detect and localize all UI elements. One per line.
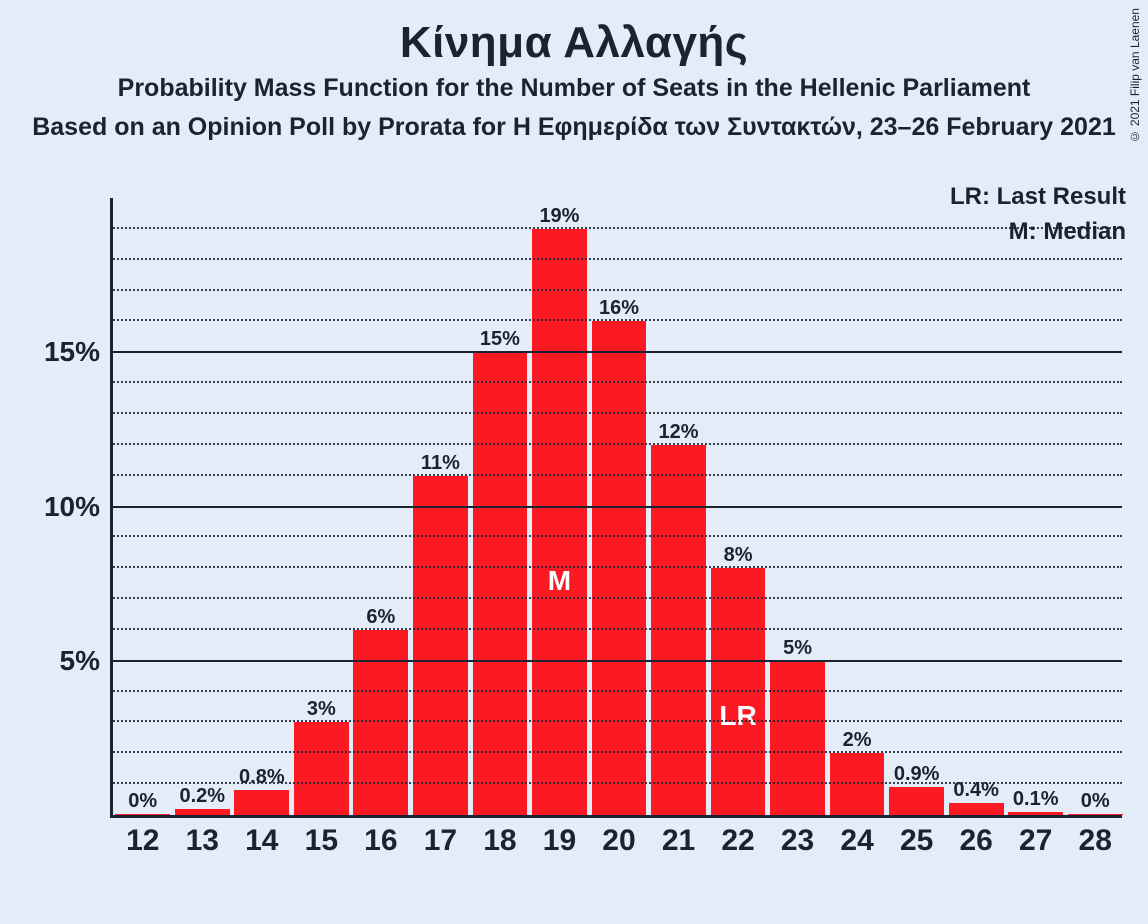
bar-label-19: 19% [532,205,587,228]
bar-label-17: 11% [413,452,468,475]
grid-minor-line [110,319,1122,321]
y-tick-label: 10% [0,491,100,523]
x-tick-label-20: 20 [589,824,649,858]
bar-17: 11% [413,476,468,815]
bar-label-23: 5% [770,637,825,660]
bar-label-15: 3% [294,698,349,721]
grid-minor-line [110,566,1122,568]
bar-26: 0.4% [949,803,1004,815]
chart-subtitle-2: Based on an Opinion Poll by Prorata for … [0,113,1148,142]
x-tick-label-13: 13 [173,824,233,858]
x-tick-label-25: 25 [887,824,947,858]
bar-12: 0% [115,814,170,815]
bar-16: 6% [353,630,408,815]
chart-title: Κίνημα Αλλαγής [0,18,1148,68]
x-tick-label-28: 28 [1065,824,1125,858]
bar-28: 0% [1068,814,1123,815]
bar-annotation-19: M [532,565,587,597]
grid-minor-line [110,690,1122,692]
grid-minor-line [110,258,1122,260]
grid-minor-line [110,443,1122,445]
bar-21: 12% [651,445,706,815]
grid-minor-line [110,782,1122,784]
bar-label-27: 0.1% [1008,788,1063,811]
grid-minor-line [110,412,1122,414]
bar-27: 0.1% [1008,812,1063,815]
grid-minor-line [110,628,1122,630]
x-tick-label-22: 22 [708,824,768,858]
grid-minor-line [110,535,1122,537]
grid-minor-line [110,227,1122,229]
copyright-text: © 2021 Filip van Laenen [1128,8,1142,143]
grid-minor-line [110,289,1122,291]
bar-label-24: 2% [830,729,885,752]
plot-region: 0%0.2%0.8%3%6%11%15%19%M16%12%8%LR5%2%0.… [110,198,1122,818]
bar-25: 0.9% [889,787,944,815]
x-tick-label-26: 26 [946,824,1006,858]
grid-minor-line [110,720,1122,722]
y-tick-label: 15% [0,336,100,368]
bar-label-28: 0% [1068,790,1123,813]
bar-24: 2% [830,753,885,815]
bar-label-12: 0% [115,790,170,813]
bar-label-16: 6% [353,606,408,629]
bar-label-14: 0.8% [234,766,289,789]
x-tick-label-24: 24 [827,824,887,858]
grid-minor-line [110,381,1122,383]
bar-14: 0.8% [234,790,289,815]
y-tick-label: 5% [0,645,100,677]
grid-major-line [110,351,1122,353]
bar-label-18: 15% [473,328,528,351]
bar-23: 5% [770,661,825,815]
bar-20: 16% [592,321,647,815]
chart-header: Κίνημα Αλλαγής Probability Mass Function… [0,0,1148,142]
x-tick-label-15: 15 [292,824,352,858]
bar-label-21: 12% [651,421,706,444]
bar-15: 3% [294,722,349,815]
x-axis-line [110,815,1122,818]
grid-minor-line [110,474,1122,476]
grid-major-line [110,660,1122,662]
grid-minor-line [110,597,1122,599]
bar-label-13: 0.2% [175,785,230,808]
x-tick-label-18: 18 [470,824,530,858]
bar-19: 19%M [532,229,587,815]
grid-minor-line [110,751,1122,753]
x-tick-label-17: 17 [411,824,471,858]
chart-subtitle-1: Probability Mass Function for the Number… [0,74,1148,103]
x-tick-label-19: 19 [530,824,590,858]
x-tick-label-14: 14 [232,824,292,858]
chart-area: LR: Last Result M: Median 0%0.2%0.8%3%6%… [0,180,1148,880]
x-tick-label-16: 16 [351,824,411,858]
grid-major-line [110,506,1122,508]
bar-annotation-22: LR [711,700,766,732]
x-tick-label-21: 21 [649,824,709,858]
x-tick-label-12: 12 [113,824,173,858]
x-tick-label-27: 27 [1006,824,1066,858]
bar-18: 15% [473,352,528,815]
bar-label-22: 8% [711,544,766,567]
bar-label-20: 16% [592,297,647,320]
bar-13: 0.2% [175,809,230,815]
x-tick-label-23: 23 [768,824,828,858]
